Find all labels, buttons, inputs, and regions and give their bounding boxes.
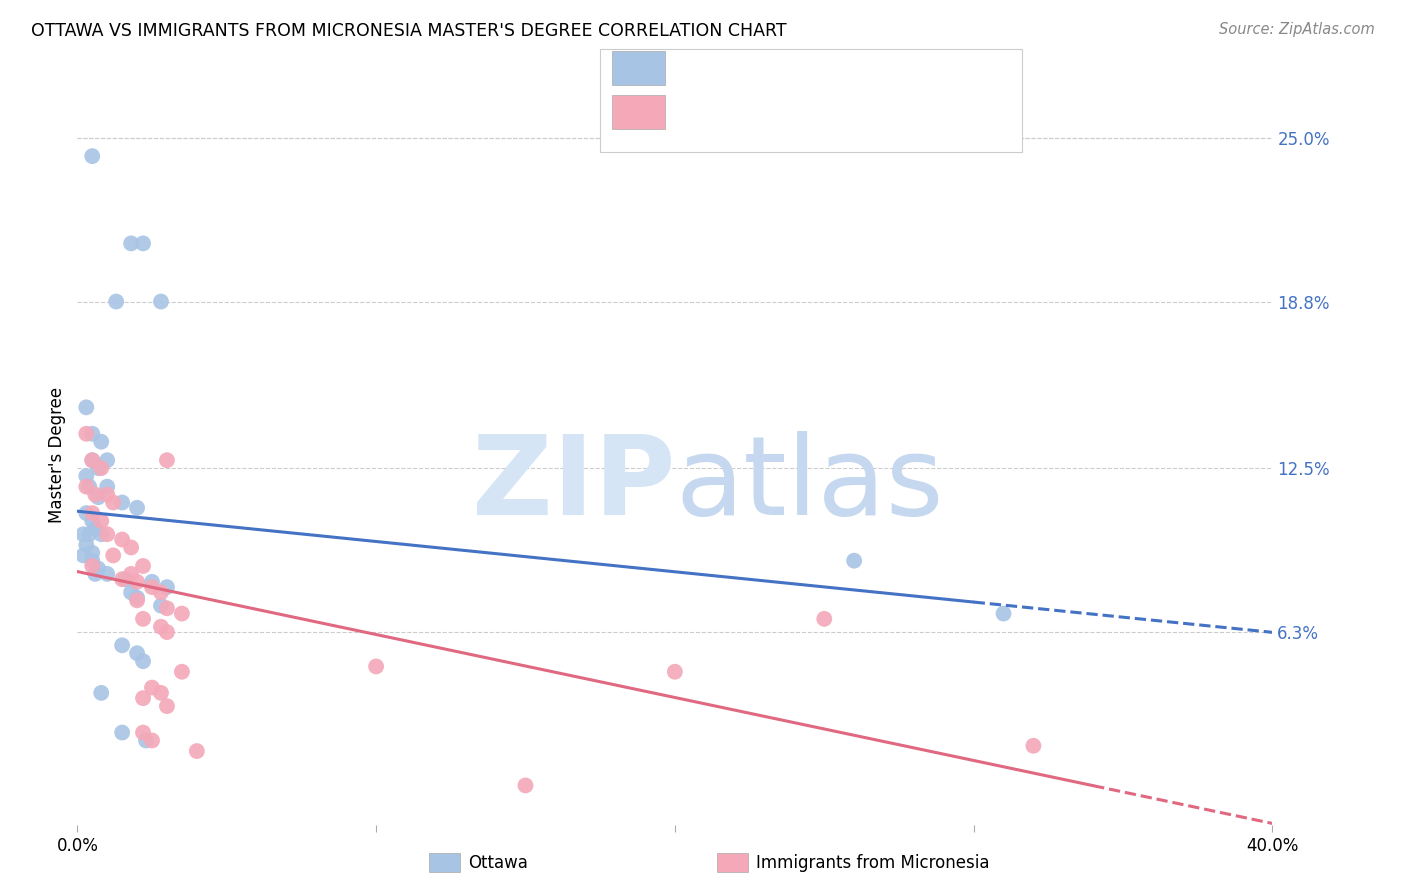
- Point: [90, 527, 112, 541]
- Point: [75, 506, 97, 520]
- Point: [79, 527, 101, 541]
- Point: [96, 527, 118, 541]
- Point: [150, 620, 173, 634]
- Point: [127, 574, 149, 589]
- Point: [111, 495, 134, 509]
- Text: -0.122: -0.122: [733, 54, 790, 71]
- Point: [141, 681, 163, 695]
- Point: [103, 495, 124, 509]
- Text: N = 44: N = 44: [813, 54, 876, 71]
- Point: [156, 625, 179, 640]
- Point: [84, 566, 107, 581]
- Point: [82, 554, 104, 568]
- Y-axis label: Master's Degree: Master's Degree: [48, 387, 66, 523]
- Point: [87, 490, 110, 504]
- Text: atlas: atlas: [675, 431, 943, 538]
- Point: [132, 691, 155, 706]
- Point: [127, 591, 149, 605]
- Point: [82, 514, 104, 528]
- Point: [105, 294, 128, 309]
- Point: [132, 612, 155, 626]
- Point: [127, 593, 149, 607]
- Text: N = 40: N = 40: [813, 98, 876, 116]
- Text: OTTAWA VS IMMIGRANTS FROM MICRONESIA MASTER'S DEGREE CORRELATION CHART: OTTAWA VS IMMIGRANTS FROM MICRONESIA MAS…: [31, 22, 786, 40]
- Point: [150, 294, 173, 309]
- Point: [120, 566, 142, 581]
- Point: [90, 434, 112, 449]
- Point: [120, 236, 142, 251]
- Point: [96, 487, 118, 501]
- Point: [135, 733, 157, 747]
- Point: [993, 607, 1015, 621]
- Point: [515, 779, 537, 793]
- Point: [79, 480, 101, 494]
- Point: [664, 665, 686, 679]
- Point: [141, 580, 163, 594]
- Point: [111, 638, 134, 652]
- Point: [366, 659, 388, 673]
- Point: [96, 566, 118, 581]
- Point: [132, 725, 155, 739]
- Point: [82, 453, 104, 467]
- Point: [103, 549, 124, 563]
- Point: [75, 401, 97, 415]
- Point: [90, 514, 112, 528]
- Point: [90, 686, 112, 700]
- Point: [72, 527, 94, 541]
- Point: [156, 699, 179, 714]
- Point: [82, 149, 104, 163]
- Text: -0.472: -0.472: [733, 98, 790, 116]
- Point: [813, 612, 835, 626]
- Point: [72, 549, 94, 563]
- Point: [114, 572, 136, 586]
- Point: [132, 654, 155, 668]
- Point: [120, 541, 142, 555]
- Point: [75, 426, 97, 441]
- Point: [84, 487, 107, 501]
- Text: R =: R =: [679, 54, 718, 71]
- Point: [186, 744, 208, 758]
- Point: [156, 580, 179, 594]
- Point: [84, 522, 107, 536]
- Point: [132, 558, 155, 574]
- Point: [96, 480, 118, 494]
- Point: [127, 646, 149, 660]
- Text: R =: R =: [679, 98, 718, 116]
- Point: [111, 725, 134, 739]
- Point: [132, 236, 155, 251]
- Point: [75, 538, 97, 552]
- Point: [111, 533, 134, 547]
- Point: [111, 572, 134, 586]
- Point: [90, 461, 112, 475]
- Point: [120, 585, 142, 599]
- Point: [156, 601, 179, 615]
- Text: Ottawa: Ottawa: [468, 854, 529, 871]
- Point: [141, 733, 163, 747]
- Point: [844, 554, 866, 568]
- Point: [82, 453, 104, 467]
- Point: [156, 453, 179, 467]
- Point: [150, 686, 173, 700]
- Text: Immigrants from Micronesia: Immigrants from Micronesia: [756, 854, 990, 871]
- Point: [96, 453, 118, 467]
- Text: Source: ZipAtlas.com: Source: ZipAtlas.com: [1219, 22, 1375, 37]
- Point: [82, 426, 104, 441]
- Point: [127, 500, 149, 515]
- Point: [82, 558, 104, 574]
- Point: [75, 469, 97, 483]
- Text: ZIP: ZIP: [471, 431, 675, 538]
- Point: [87, 461, 110, 475]
- Point: [170, 607, 193, 621]
- Point: [82, 546, 104, 560]
- Point: [141, 574, 163, 589]
- Point: [170, 665, 193, 679]
- Point: [150, 599, 173, 613]
- Point: [75, 480, 97, 494]
- Point: [82, 506, 104, 520]
- Point: [1022, 739, 1045, 753]
- Point: [87, 561, 110, 575]
- Point: [150, 585, 173, 599]
